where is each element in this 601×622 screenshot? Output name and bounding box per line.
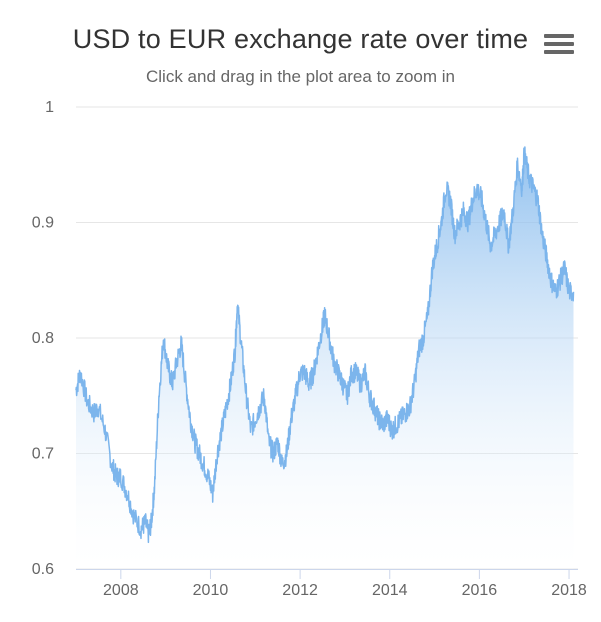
chart-subtitle: Click and drag in the plot area to zoom … xyxy=(145,67,455,86)
x-tick-label: 2012 xyxy=(282,582,318,599)
hamburger-menu-icon[interactable] xyxy=(544,34,574,60)
menu-bar-bottom xyxy=(544,50,574,54)
y-tick-label: 0.9 xyxy=(32,215,54,232)
menu-bar-top xyxy=(544,34,574,38)
menu-bar-middle xyxy=(544,42,574,46)
x-tick-label: 2014 xyxy=(372,582,408,599)
y-tick-label: 0.8 xyxy=(32,330,54,347)
x-tick-label: 2016 xyxy=(462,582,498,599)
chart-title: USD to EUR exchange rate over time xyxy=(72,24,529,54)
series-area xyxy=(76,147,574,569)
y-tick-label: 1 xyxy=(45,99,54,116)
x-tick-label: 2008 xyxy=(103,582,139,599)
x-tick-label: 2018 xyxy=(551,582,587,599)
y-tick-label: 0.7 xyxy=(32,446,54,463)
y-tick-label: 0.6 xyxy=(32,561,54,578)
x-tick-label: 2010 xyxy=(193,582,229,599)
series-line xyxy=(75,146,575,544)
